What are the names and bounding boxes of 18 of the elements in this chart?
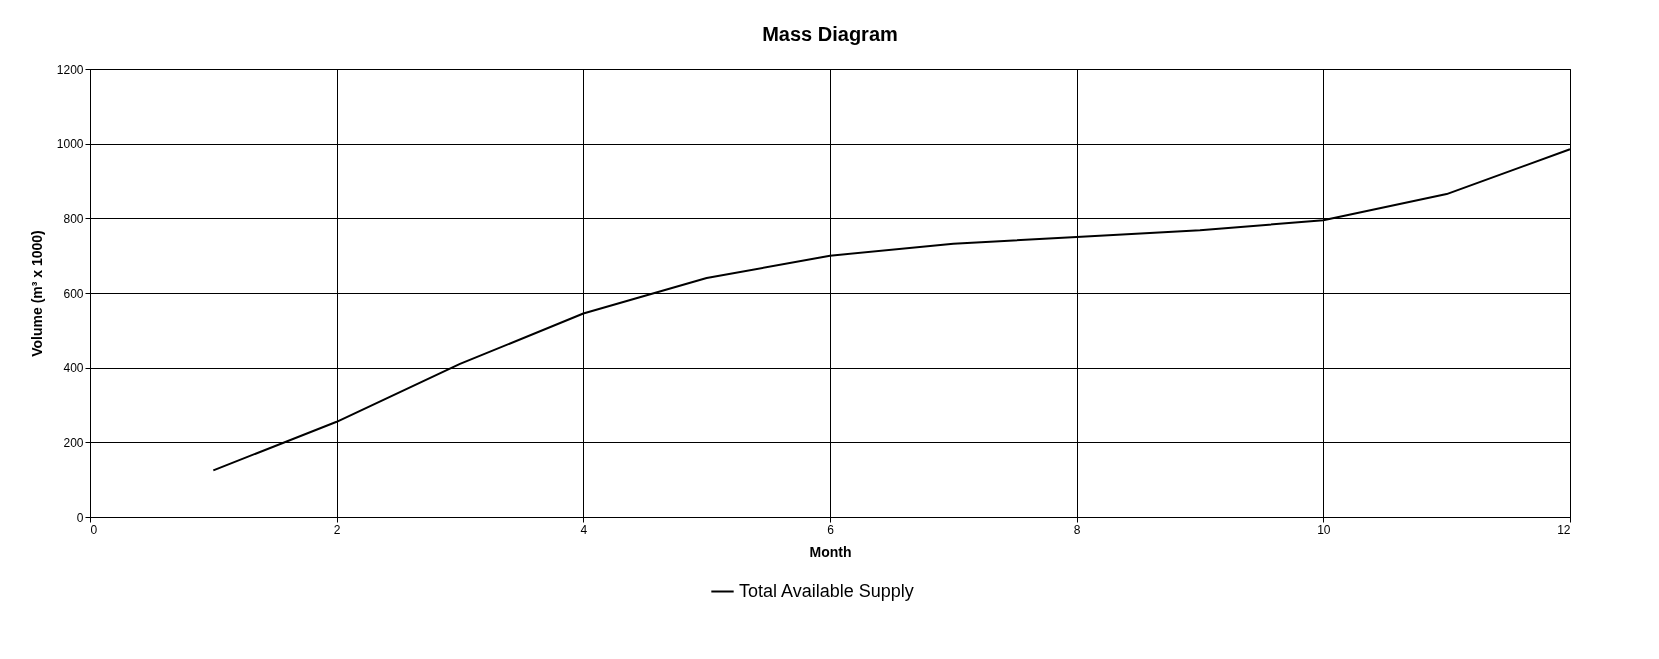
y-tick-label: 0 [76, 510, 84, 525]
x-tick-label: 12 [1557, 522, 1571, 537]
y-tick-label: 800 [63, 211, 84, 226]
y-tick-label: 1200 [56, 62, 84, 77]
y-tick-label: 1000 [56, 137, 84, 152]
x-tick-label: 8 [1073, 522, 1081, 537]
x-tick-label: 10 [1317, 522, 1331, 537]
y-tick-label: 600 [63, 286, 84, 301]
x-axis-title: Month [809, 543, 852, 560]
y-tick-label: 400 [63, 361, 84, 376]
chart-title: Mass Diagram [762, 23, 898, 45]
y-tick-label: 200 [63, 435, 84, 450]
x-tick-label: 4 [580, 522, 588, 537]
x-tick-label: 6 [827, 522, 835, 537]
y-axis-title: Volume (m³ x 1000) [28, 230, 45, 357]
legend-label: Total Available Supply [739, 580, 914, 601]
x-tick-label: 0 [90, 522, 98, 537]
x-tick-label: 2 [333, 522, 341, 537]
